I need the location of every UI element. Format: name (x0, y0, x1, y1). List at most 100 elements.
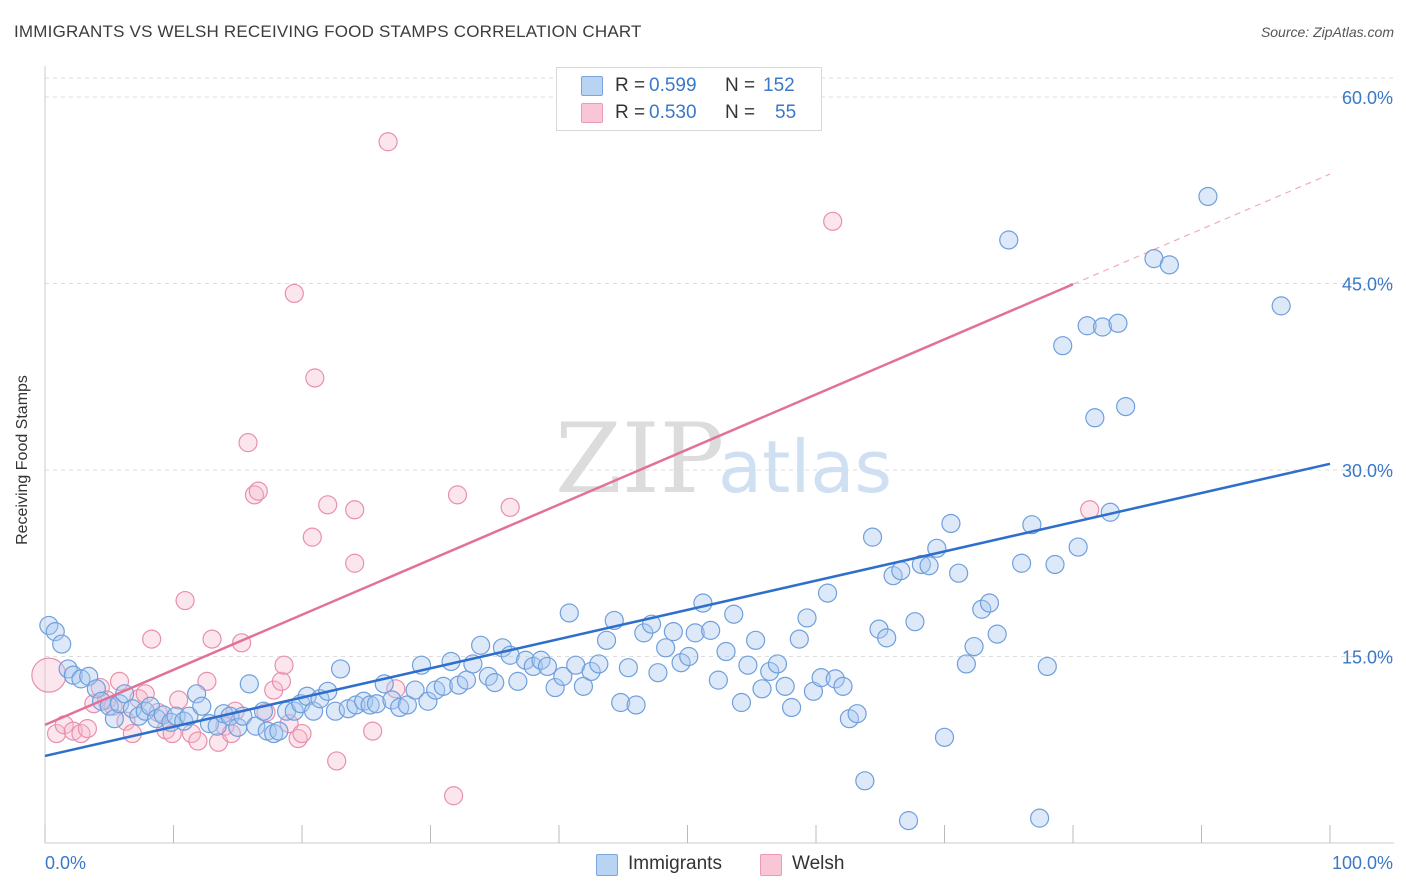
immigrants-point (877, 628, 897, 648)
legend-r-label: R = (615, 102, 646, 123)
immigrants-point (746, 630, 766, 650)
immigrants-swatch (596, 854, 618, 876)
welsh-point (302, 527, 322, 547)
immigrants-point (1116, 396, 1136, 417)
y-axis-label: Receiving Food Stamps (14, 375, 31, 545)
immigrants-point (693, 593, 713, 613)
immigrants-point (1022, 515, 1042, 535)
immigrants-point (934, 727, 955, 747)
immigrants-point (949, 563, 969, 583)
legend-n-value: 55 (775, 102, 797, 123)
immigrants-point (679, 646, 699, 667)
immigrants-point (86, 679, 107, 699)
immigrants-point (685, 623, 705, 643)
immigrants-point (752, 679, 772, 699)
welsh-point (292, 723, 312, 744)
welsh-point (345, 500, 365, 520)
welsh-point (327, 751, 347, 771)
immigrants-point (797, 608, 817, 628)
immigrants-point (418, 691, 438, 711)
welsh-point (109, 671, 130, 691)
immigrants-point (589, 654, 609, 674)
immigrants-point (626, 695, 646, 715)
immigrants-point (1068, 537, 1088, 557)
immigrants-point (862, 527, 883, 547)
watermark-atlas: atlas (718, 425, 892, 509)
immigrants-point (390, 697, 410, 718)
immigrants-point (485, 673, 505, 693)
immigrants-point (663, 622, 683, 642)
immigrants-point (817, 583, 838, 603)
immigrants-point (269, 721, 289, 741)
source-note: Source: ZipAtlas.com (1260, 24, 1394, 40)
immigrants-point (775, 676, 795, 696)
immigrants-point (1037, 656, 1057, 677)
immigrants-point (811, 668, 831, 688)
legend-r-value: 0.599 (649, 75, 697, 96)
immigrants-point (781, 697, 802, 718)
immigrants-point (456, 670, 477, 690)
immigrants-point (559, 603, 579, 623)
immigrants-point (330, 659, 351, 679)
welsh-point (77, 719, 98, 739)
immigrants-point (52, 634, 72, 654)
immigrants-point (1029, 808, 1050, 828)
immigrants-point (515, 650, 536, 670)
immigrants-point (246, 716, 266, 736)
y-tick-label: 60.0% (1342, 88, 1393, 108)
y-tick-label: 15.0% (1342, 648, 1393, 668)
immigrants-point (964, 636, 984, 657)
immigrants-point (1085, 408, 1105, 428)
welsh-point (345, 553, 365, 573)
welsh-point (363, 721, 383, 741)
immigrants-point (724, 604, 744, 624)
welsh-point (197, 671, 217, 691)
watermark: ZIP atlas (555, 403, 892, 515)
welsh-point (318, 495, 338, 515)
immigrants-point (979, 593, 1000, 613)
immigrants-point (303, 701, 324, 721)
immigrants-point (581, 661, 601, 682)
immigrants-point (471, 635, 491, 655)
immigrants-point (523, 656, 543, 677)
immigrants-point (537, 656, 558, 677)
legend-n-label: N = (725, 102, 756, 123)
immigrants-point (284, 701, 304, 721)
welsh-point (271, 671, 292, 691)
y-tick-label: 30.0% (1342, 461, 1393, 481)
immigrants-swatch (581, 76, 603, 96)
immigrants-point (708, 670, 728, 690)
immigrants-point (972, 599, 992, 619)
immigrants-point (187, 684, 207, 704)
immigrants-point (104, 709, 124, 729)
axes (44, 66, 1394, 844)
immigrants-point (656, 638, 676, 658)
x-tick-label: 0.0% (45, 853, 86, 873)
immigrants-point (833, 676, 853, 696)
legend-r-label: R = (615, 75, 646, 96)
welsh-point (444, 786, 464, 806)
immigrants-point (847, 704, 867, 724)
grid-lines (45, 77, 1394, 657)
immigrants-point (898, 811, 919, 831)
immigrants-point (1077, 316, 1097, 336)
immigrants-point (397, 695, 417, 715)
series-legend: Immigrants Welsh (0, 852, 1406, 878)
immigrants-point (366, 694, 387, 714)
immigrants-point (264, 723, 284, 744)
immigrants-point (1045, 554, 1065, 575)
immigrants-point (58, 659, 78, 679)
immigrants-point (671, 653, 691, 673)
welsh-point (142, 629, 162, 649)
immigrants-point (738, 655, 758, 675)
immigrants-point (905, 612, 925, 632)
welsh-point (238, 433, 258, 453)
welsh-point (175, 590, 195, 611)
immigrants-point (701, 620, 721, 640)
welsh-swatch (581, 103, 603, 123)
legend-n-label: N = (725, 75, 756, 96)
immigrants-point (109, 694, 130, 714)
immigrants-point (618, 658, 638, 678)
immigrants-point (1271, 296, 1291, 316)
